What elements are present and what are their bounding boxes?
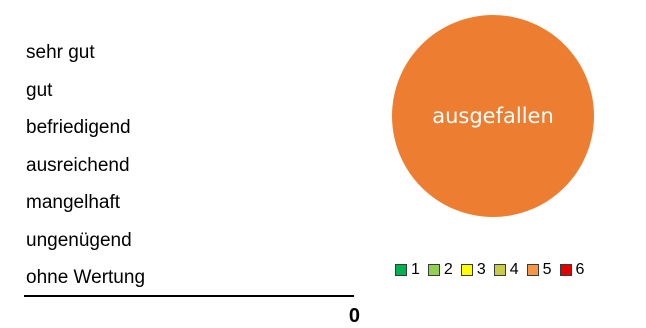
grade-label: ausreichend — [26, 154, 130, 176]
legend-swatch — [526, 264, 539, 276]
grade-label: gut — [26, 79, 53, 101]
legend-swatch — [427, 264, 440, 276]
legend-label: 6 — [575, 261, 585, 278]
legend-label: 2 — [443, 261, 453, 278]
total-value: 0 — [348, 305, 360, 327]
legend-swatch — [493, 264, 506, 276]
grade-label: mangelhaft — [26, 192, 121, 213]
legend-label: 4 — [509, 261, 519, 278]
legend-label: 5 — [542, 261, 552, 278]
chart-legend: 1 2 3 4 5 6 — [395, 261, 584, 279]
pie-chart — [392, 15, 594, 217]
legend-entry: 1 — [395, 261, 420, 279]
grade-label: sehr gut — [26, 42, 95, 63]
pie-slice-ausgefallen — [392, 15, 594, 217]
legend-swatch — [395, 264, 407, 276]
legend-entry: 4 — [493, 261, 519, 279]
legend-entry: 3 — [460, 261, 486, 279]
legend-entry: 5 — [526, 261, 552, 279]
total-divider — [24, 295, 354, 297]
legend-entry: 6 — [559, 261, 585, 279]
legend-entry: 2 — [427, 261, 453, 279]
legend-swatch — [559, 264, 572, 276]
legend-label: 1 — [411, 261, 420, 278]
grade-label: ohne Wertung — [26, 267, 146, 288]
grade-label: befriedigend — [26, 117, 131, 138]
legend-label: 3 — [476, 261, 486, 278]
grade-list: sehr gut gut befriedigend ausreichend ma… — [26, 34, 145, 297]
legend-swatch — [460, 264, 473, 276]
grade-label: ungenügend — [26, 229, 132, 251]
